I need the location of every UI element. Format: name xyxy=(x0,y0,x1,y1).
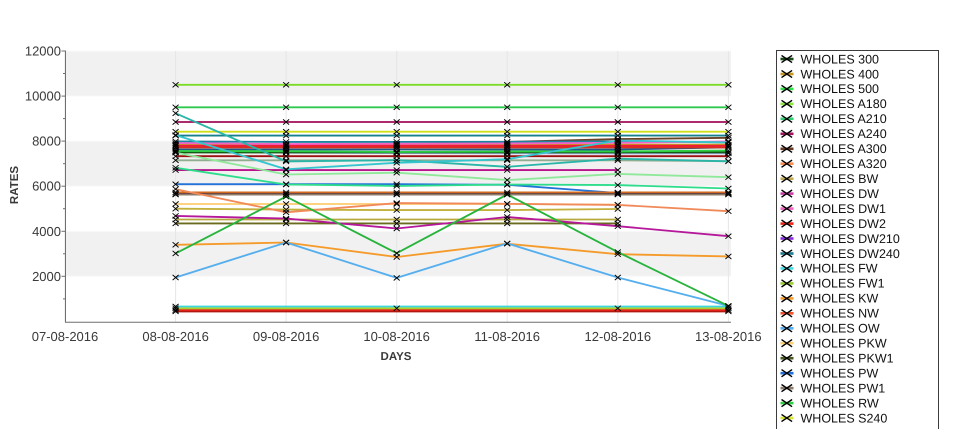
svg-text:WHOLES FW1: WHOLES FW1 xyxy=(801,277,885,291)
svg-text:WHOLES PKW1: WHOLES PKW1 xyxy=(801,352,894,366)
svg-text:WHOLES A320: WHOLES A320 xyxy=(801,157,887,171)
svg-text:WHOLES A180: WHOLES A180 xyxy=(801,97,887,111)
svg-text:10-08-2016: 10-08-2016 xyxy=(363,329,430,344)
svg-text:WHOLES KW: WHOLES KW xyxy=(801,292,879,306)
svg-text:08-08-2016: 08-08-2016 xyxy=(142,329,209,344)
svg-text:WHOLES RW: WHOLES RW xyxy=(801,396,879,410)
svg-text:WHOLES 300: WHOLES 300 xyxy=(801,52,880,66)
svg-text:WHOLES NW: WHOLES NW xyxy=(801,307,880,321)
svg-text:WHOLES 400: WHOLES 400 xyxy=(801,67,880,81)
svg-text:WHOLES DW1: WHOLES DW1 xyxy=(801,202,886,216)
svg-text:WHOLES DW: WHOLES DW xyxy=(801,187,880,201)
svg-text:13-08-2016: 13-08-2016 xyxy=(695,329,762,344)
svg-text:8000: 8000 xyxy=(32,134,61,149)
svg-text:RATES: RATES xyxy=(9,166,21,204)
svg-text:11-08-2016: 11-08-2016 xyxy=(474,329,540,344)
svg-text:WHOLES DW2: WHOLES DW2 xyxy=(801,217,886,231)
svg-text:WHOLES S240: WHOLES S240 xyxy=(801,411,888,425)
svg-text:WHOLES PW: WHOLES PW xyxy=(801,367,879,381)
svg-text:12000: 12000 xyxy=(25,44,61,59)
svg-text:WHOLES DW240: WHOLES DW240 xyxy=(801,247,900,261)
svg-text:WHOLES A210: WHOLES A210 xyxy=(801,112,887,126)
svg-text:4000: 4000 xyxy=(32,224,61,239)
svg-text:WHOLES A240: WHOLES A240 xyxy=(801,127,887,141)
svg-text:WHOLES PW1: WHOLES PW1 xyxy=(801,381,886,395)
svg-text:07-08-2016: 07-08-2016 xyxy=(32,329,99,344)
svg-text:2000: 2000 xyxy=(32,269,61,284)
svg-text:09-08-2016: 09-08-2016 xyxy=(253,329,320,344)
svg-text:10000: 10000 xyxy=(25,89,61,104)
svg-text:WHOLES A300: WHOLES A300 xyxy=(801,142,887,156)
svg-text:WHOLES FW: WHOLES FW xyxy=(801,262,878,276)
svg-text:WHOLES DW210: WHOLES DW210 xyxy=(801,232,900,246)
svg-text:WHOLES 500: WHOLES 500 xyxy=(801,82,880,96)
svg-text:6000: 6000 xyxy=(32,179,61,194)
svg-text:12-08-2016: 12-08-2016 xyxy=(585,329,652,344)
svg-text:WHOLES PKW: WHOLES PKW xyxy=(801,337,887,351)
svg-text:WHOLES OW: WHOLES OW xyxy=(801,322,880,336)
svg-text:DAYS: DAYS xyxy=(381,351,412,363)
svg-text:WHOLES BW: WHOLES BW xyxy=(801,172,879,186)
